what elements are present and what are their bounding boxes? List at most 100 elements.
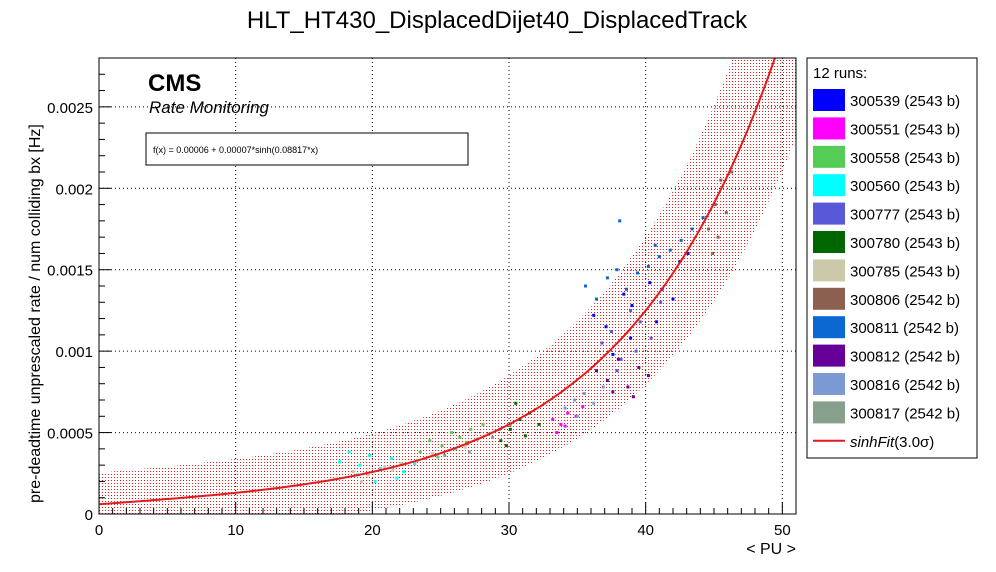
data-point xyxy=(730,170,734,174)
legend-label: 300785 (2543 b) xyxy=(850,263,960,280)
data-point xyxy=(383,465,387,469)
data-point xyxy=(481,422,485,426)
data-point xyxy=(581,405,585,409)
data-point xyxy=(711,251,715,255)
data-point xyxy=(347,450,351,454)
legend-swatch xyxy=(813,202,845,225)
data-point xyxy=(611,352,615,356)
fit-formula-box xyxy=(145,132,469,166)
data-point xyxy=(594,369,598,373)
data-point xyxy=(707,227,711,231)
data-point xyxy=(395,476,399,480)
fit-uncertainty-band xyxy=(99,58,796,514)
legend-swatch xyxy=(813,89,845,111)
data-point xyxy=(430,452,434,456)
data-point xyxy=(690,227,694,231)
data-point xyxy=(629,336,633,340)
x-tick-label: 0 xyxy=(95,522,103,539)
data-point xyxy=(491,435,495,439)
series-9 xyxy=(594,357,650,399)
data-point xyxy=(719,178,723,182)
data-point xyxy=(563,424,567,428)
data-point xyxy=(537,422,541,426)
fit-band-area xyxy=(99,58,796,514)
data-point xyxy=(648,281,652,285)
data-point xyxy=(610,330,613,334)
legend-swatch xyxy=(813,316,845,339)
legend-swatch xyxy=(813,259,845,282)
y-axis-title: pre-deadtime unprescaled rate / num coll… xyxy=(27,124,44,503)
legend-swatch xyxy=(813,287,845,310)
legend-swatch xyxy=(813,373,845,395)
legend-label: 300811 (2542 b) xyxy=(850,320,959,337)
data-point xyxy=(338,460,342,464)
y-tick-label: 0.0015 xyxy=(47,263,93,280)
y-tick-label: 0 xyxy=(85,507,93,524)
data-point xyxy=(469,427,473,431)
data-point xyxy=(368,453,372,457)
data-point xyxy=(615,268,619,272)
x-tick-label: 20 xyxy=(364,522,381,539)
data-point xyxy=(418,450,422,454)
data-point xyxy=(551,418,555,422)
data-point xyxy=(508,427,512,431)
data-point xyxy=(653,243,657,247)
legend-swatch xyxy=(813,231,845,253)
rate-monitoring-label: Rate Monitoring xyxy=(149,98,270,117)
data-point xyxy=(600,341,604,345)
data-point xyxy=(659,300,663,304)
legend-label: 300816 (2542 b) xyxy=(850,377,960,394)
data-point xyxy=(638,320,642,324)
data-point xyxy=(630,304,634,308)
data-point xyxy=(366,473,370,477)
x-tick-label: 40 xyxy=(637,522,654,539)
data-point xyxy=(555,431,559,435)
legend-label: 300777 (2543 b) xyxy=(850,207,960,224)
data-point xyxy=(575,414,579,418)
data-point xyxy=(351,470,355,474)
data-point xyxy=(428,439,432,443)
data-point xyxy=(467,450,471,454)
data-point xyxy=(499,439,503,443)
fit-curve xyxy=(99,58,776,506)
data-point xyxy=(504,444,508,448)
data-point xyxy=(657,255,661,259)
series-4 xyxy=(600,300,663,373)
y-tick-label: 0.002 xyxy=(55,181,93,198)
data-point xyxy=(629,308,633,312)
data-point xyxy=(458,435,462,439)
data-point xyxy=(646,264,650,268)
legend-label: 300780 (2543 b) xyxy=(850,235,960,252)
data-point xyxy=(559,422,563,426)
data-point xyxy=(713,203,717,207)
data-point xyxy=(523,434,527,438)
cms-label: CMS xyxy=(148,70,201,97)
data-point xyxy=(631,395,635,399)
data-point xyxy=(566,411,570,415)
x-tick-label: 30 xyxy=(501,522,518,539)
data-point xyxy=(436,455,440,459)
data-point xyxy=(655,320,659,324)
data-point xyxy=(618,219,622,223)
legend-label: 300539 (2543 b) xyxy=(850,93,960,110)
legend-swatch xyxy=(813,145,845,168)
data-point xyxy=(573,398,577,402)
legend-entries: 300539 (2543 b) 300551 (2543 b) 300558 (25… xyxy=(813,89,960,451)
data-point xyxy=(615,369,619,373)
data-point xyxy=(465,440,469,444)
data-point xyxy=(584,284,588,288)
legend-swatch xyxy=(813,174,845,197)
x-axis-title: < PU > xyxy=(746,541,796,558)
data-point xyxy=(514,401,518,405)
fit-formula-text: f(x) = 0.00006 + 0.00007*sinh(0.08817*x) xyxy=(153,145,318,155)
legend-header: 12 runs: xyxy=(813,65,867,82)
legend-label: 300806 (2542 b) xyxy=(850,292,960,309)
legend-label: 300558 (2543 b) xyxy=(850,150,960,167)
data-point xyxy=(616,357,620,361)
data-point xyxy=(563,406,567,410)
legend-swatch xyxy=(813,401,845,424)
data-point xyxy=(592,313,596,317)
data-point xyxy=(373,479,377,483)
data-point xyxy=(637,365,641,369)
